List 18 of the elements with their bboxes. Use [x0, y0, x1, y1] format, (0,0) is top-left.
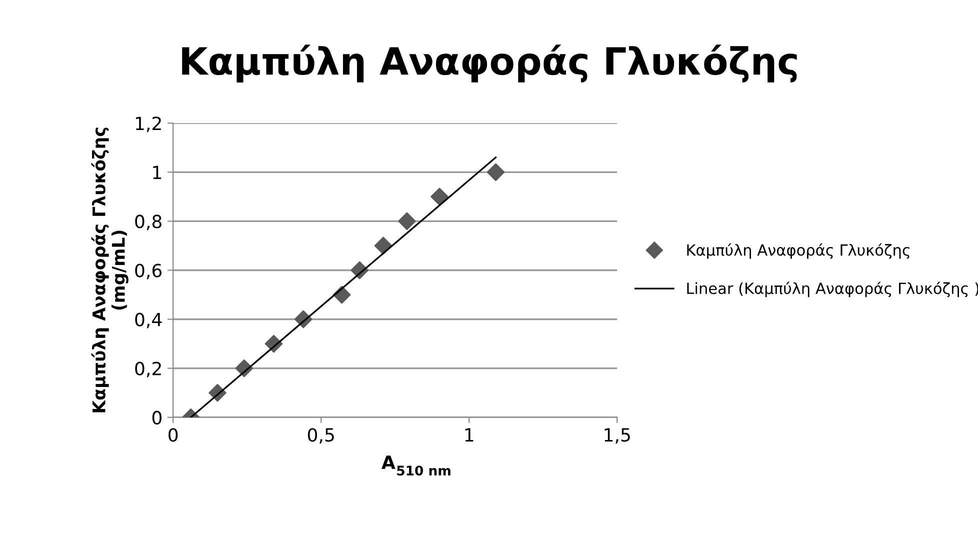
y-tick-label: 0,6 [135, 264, 162, 280]
point [430, 188, 448, 206]
chart-title: Καμπύλη Αναφοράς Γλυκόζης [182, 44, 797, 82]
point [374, 236, 392, 255]
y-tick-label: 1,2 [136, 116, 161, 132]
y-tick-label: 1 [153, 166, 162, 180]
x-tick-label: 0 [168, 428, 178, 442]
y-tick-label: 0,2 [135, 362, 161, 378]
x-tick-label: 1 [465, 428, 474, 442]
point [398, 212, 416, 230]
x-tick-label: 1,5 [604, 428, 630, 444]
x-tick-label: 0,5 [308, 428, 334, 444]
point [486, 163, 505, 182]
y-tick-label: 0 [152, 410, 162, 424]
y-tick-label: 0,8 [135, 214, 162, 230]
legend-label: Καμπύλη Αναφοράς Γλυκόζης [687, 243, 910, 259]
y-axis-title: Καμπύλη Αναφοράς Γλυκόζης (mg/mL) [91, 128, 128, 412]
y-tick-label: 0,4 [135, 312, 162, 328]
